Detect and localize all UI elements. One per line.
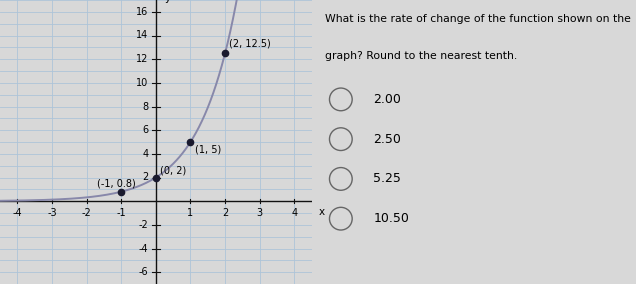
Text: (-1, 0.8): (-1, 0.8) <box>97 179 135 189</box>
Text: -3: -3 <box>47 208 57 218</box>
Text: graph? Round to the nearest tenth.: graph? Round to the nearest tenth. <box>324 51 517 61</box>
Text: x: x <box>319 207 325 217</box>
Text: 2: 2 <box>222 208 228 218</box>
Text: 6: 6 <box>142 125 148 135</box>
Text: 12: 12 <box>136 54 148 64</box>
Text: -1: -1 <box>116 208 126 218</box>
Text: 4: 4 <box>291 208 298 218</box>
Text: 2.00: 2.00 <box>373 93 401 106</box>
Text: -2: -2 <box>139 220 148 230</box>
Text: 10.50: 10.50 <box>373 212 409 225</box>
Text: 2.50: 2.50 <box>373 133 401 146</box>
Text: -6: -6 <box>139 267 148 277</box>
Text: (2, 12.5): (2, 12.5) <box>228 39 270 49</box>
Text: 3: 3 <box>257 208 263 218</box>
Text: 5.25: 5.25 <box>373 172 401 185</box>
Text: -4: -4 <box>139 243 148 254</box>
Text: y: y <box>165 0 170 3</box>
Text: (0, 2): (0, 2) <box>160 165 186 175</box>
Text: 2: 2 <box>142 172 148 183</box>
Text: 14: 14 <box>136 30 148 41</box>
Text: 10: 10 <box>136 78 148 88</box>
Text: -4: -4 <box>13 208 22 218</box>
Text: 8: 8 <box>142 101 148 112</box>
Text: (1, 5): (1, 5) <box>195 145 221 155</box>
Text: 16: 16 <box>136 7 148 17</box>
Text: What is the rate of change of the function shown on the: What is the rate of change of the functi… <box>324 14 630 24</box>
Text: 4: 4 <box>142 149 148 159</box>
Text: -2: -2 <box>81 208 92 218</box>
Text: 1: 1 <box>188 208 193 218</box>
